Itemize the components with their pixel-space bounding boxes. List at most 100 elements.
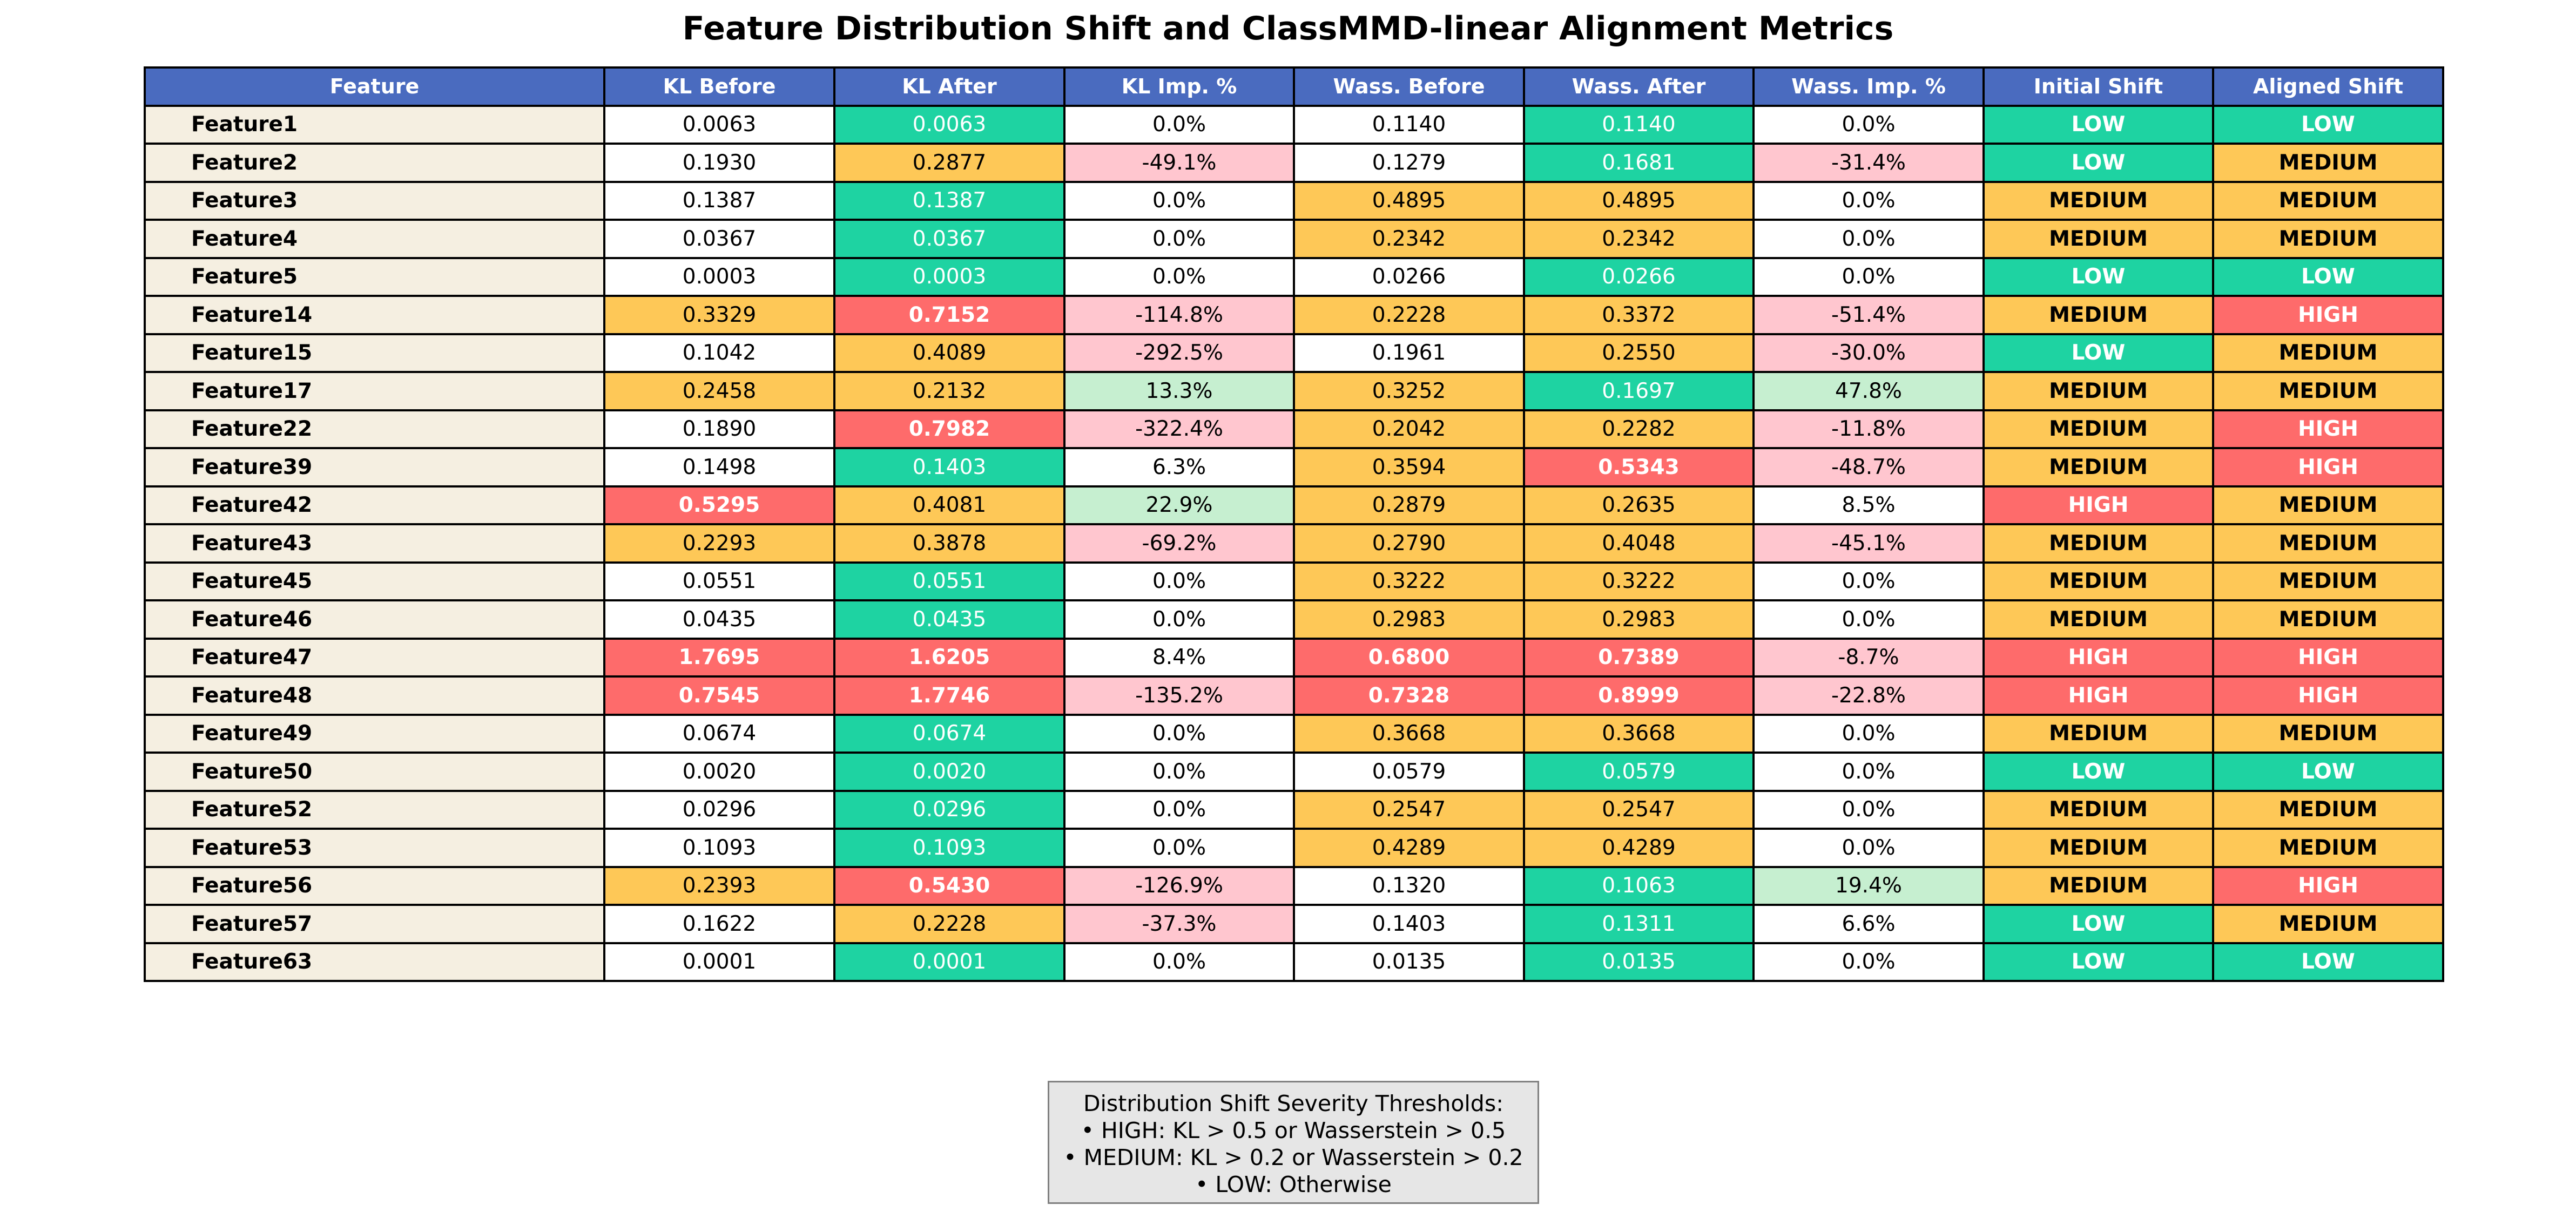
cell-kl-imp: -126.9% bbox=[1063, 865, 1295, 906]
cell-initial-shift: MEDIUM bbox=[1982, 865, 2214, 906]
cell-wass-before: 0.3668 bbox=[1293, 713, 1525, 754]
cell-kl-before: 0.1930 bbox=[603, 143, 835, 183]
cell-aligned-shift: LOW bbox=[2212, 104, 2444, 145]
cell-wass-before: 0.0266 bbox=[1293, 256, 1525, 297]
cell-kl-imp: -49.1% bbox=[1063, 143, 1295, 183]
cell-aligned-shift: MEDIUM bbox=[2212, 904, 2444, 944]
table-row: Feature52 0.0296 0.0296 0.0% 0.2547 0.2547 0.0… bbox=[144, 789, 2444, 830]
cell-wass-after: 0.1311 bbox=[1523, 904, 1755, 944]
table-row: Feature49 0.0674 0.0674 0.0% 0.3668 0.3668 0.0… bbox=[144, 713, 2444, 754]
cell-aligned-shift: HIGH bbox=[2212, 447, 2444, 488]
threshold-low: • LOW: Otherwise bbox=[1195, 1172, 1392, 1197]
cell-kl-imp: 0.0% bbox=[1063, 599, 1295, 640]
cell-aligned-shift: MEDIUM bbox=[2212, 485, 2444, 525]
cell-feature: Feature4 bbox=[144, 219, 605, 259]
cell-kl-after: 0.7982 bbox=[833, 409, 1066, 449]
cell-feature: Feature22 bbox=[144, 409, 605, 449]
cell-aligned-shift: MEDIUM bbox=[2212, 333, 2444, 373]
cell-kl-imp: 0.0% bbox=[1063, 561, 1295, 601]
cell-kl-imp: 0.0% bbox=[1063, 789, 1295, 830]
cell-aligned-shift: MEDIUM bbox=[2212, 143, 2444, 183]
cell-wass-before: 0.4895 bbox=[1293, 180, 1525, 221]
cell-wass-after: 0.2983 bbox=[1523, 599, 1755, 640]
threshold-legend: Distribution Shift Severity Thresholds: … bbox=[1048, 1081, 1539, 1204]
cell-kl-before: 0.0063 bbox=[603, 104, 835, 145]
cell-wass-before: 0.1961 bbox=[1293, 333, 1525, 373]
column-header-kl-after: KL After bbox=[833, 66, 1066, 107]
cell-feature: Feature39 bbox=[144, 447, 605, 488]
cell-aligned-shift: LOW bbox=[2212, 942, 2444, 982]
cell-wass-after: 0.2342 bbox=[1523, 219, 1755, 259]
cell-aligned-shift: HIGH bbox=[2212, 675, 2444, 716]
cell-kl-after: 0.0674 bbox=[833, 713, 1066, 754]
table-row: Feature63 0.0001 0.0001 0.0% 0.0135 0.0135 0.0… bbox=[144, 942, 2444, 982]
table-row: Feature15 0.1042 0.4089 -292.5% 0.1961 0.2550… bbox=[144, 333, 2444, 373]
cell-initial-shift: MEDIUM bbox=[1982, 295, 2214, 335]
cell-aligned-shift: MEDIUM bbox=[2212, 561, 2444, 601]
cell-wass-imp: 0.0% bbox=[1752, 219, 1985, 259]
cell-kl-after: 0.1403 bbox=[833, 447, 1066, 488]
cell-kl-imp: 22.9% bbox=[1063, 485, 1295, 525]
cell-kl-before: 0.5295 bbox=[603, 485, 835, 525]
cell-kl-before: 0.0020 bbox=[603, 752, 835, 792]
cell-wass-imp: 19.4% bbox=[1752, 865, 1985, 906]
cell-feature: Feature1 bbox=[144, 104, 605, 145]
table-row: Feature46 0.0435 0.0435 0.0% 0.2983 0.2983 0.0… bbox=[144, 599, 2444, 640]
threshold-title: Distribution Shift Severity Thresholds: bbox=[1083, 1091, 1504, 1116]
cell-kl-after: 0.5430 bbox=[833, 865, 1066, 906]
cell-wass-imp: -8.7% bbox=[1752, 637, 1985, 678]
cell-wass-after: 0.3222 bbox=[1523, 561, 1755, 601]
column-header-wass-before: Wass. Before bbox=[1293, 66, 1525, 107]
cell-wass-after: 0.2635 bbox=[1523, 485, 1755, 525]
cell-initial-shift: LOW bbox=[1982, 333, 2214, 373]
cell-feature: Feature52 bbox=[144, 789, 605, 830]
cell-wass-before: 0.0579 bbox=[1293, 752, 1525, 792]
cell-wass-before: 0.3594 bbox=[1293, 447, 1525, 488]
table-row: Feature48 0.7545 1.7746 -135.2% 0.7328 0.8999… bbox=[144, 675, 2444, 716]
cell-feature: Feature45 bbox=[144, 561, 605, 601]
cell-initial-shift: MEDIUM bbox=[1982, 828, 2214, 868]
cell-kl-after: 0.2228 bbox=[833, 904, 1066, 944]
cell-initial-shift: MEDIUM bbox=[1982, 789, 2214, 830]
table-row: Feature3 0.1387 0.1387 0.0% 0.4895 0.4895 0.0%… bbox=[144, 180, 2444, 221]
cell-aligned-shift: MEDIUM bbox=[2212, 371, 2444, 411]
cell-wass-before: 0.1140 bbox=[1293, 104, 1525, 145]
cell-wass-before: 0.3252 bbox=[1293, 371, 1525, 411]
table-row: Feature45 0.0551 0.0551 0.0% 0.3222 0.3222 0.0… bbox=[144, 561, 2444, 601]
cell-wass-after: 0.1681 bbox=[1523, 143, 1755, 183]
cell-kl-before: 0.0551 bbox=[603, 561, 835, 601]
cell-wass-after: 0.0579 bbox=[1523, 752, 1755, 792]
cell-wass-imp: 0.0% bbox=[1752, 713, 1985, 754]
cell-initial-shift: MEDIUM bbox=[1982, 371, 2214, 411]
cell-kl-after: 0.0296 bbox=[833, 789, 1066, 830]
cell-feature: Feature5 bbox=[144, 256, 605, 297]
cell-kl-after: 0.0001 bbox=[833, 942, 1066, 982]
table-row: Feature43 0.2293 0.3878 -69.2% 0.2790 0.4048-… bbox=[144, 523, 2444, 564]
cell-kl-imp: 0.0% bbox=[1063, 752, 1295, 792]
page-title: Feature Distribution Shift and ClassMMD-… bbox=[682, 10, 1894, 48]
cell-wass-imp: 6.6% bbox=[1752, 904, 1985, 944]
table-header-row: Feature KL Before KL After KL Imp. % Wass. B… bbox=[144, 66, 2444, 107]
cell-wass-after: 0.2550 bbox=[1523, 333, 1755, 373]
cell-initial-shift: LOW bbox=[1982, 752, 2214, 792]
cell-kl-before: 0.0003 bbox=[603, 256, 835, 297]
cell-initial-shift: MEDIUM bbox=[1982, 599, 2214, 640]
cell-wass-after: 0.1063 bbox=[1523, 865, 1755, 906]
column-header-wass-after: Wass. After bbox=[1523, 66, 1755, 107]
cell-initial-shift: MEDIUM bbox=[1982, 180, 2214, 221]
cell-wass-before: 0.2790 bbox=[1293, 523, 1525, 564]
cell-kl-before: 0.2458 bbox=[603, 371, 835, 411]
cell-feature: Feature46 bbox=[144, 599, 605, 640]
cell-kl-after: 0.0003 bbox=[833, 256, 1066, 297]
table-row: Feature5 0.0003 0.0003 0.0% 0.0266 0.0266 0.0%… bbox=[144, 256, 2444, 297]
cell-aligned-shift: HIGH bbox=[2212, 637, 2444, 678]
cell-wass-after: 0.4048 bbox=[1523, 523, 1755, 564]
threshold-high: • HIGH: KL > 0.5 or Wasserstein > 0.5 bbox=[1081, 1118, 1506, 1143]
table-row: Feature1 0.0063 0.0063 0.0% 0.1140 0.1140 0.0%… bbox=[144, 104, 2444, 145]
table-row: Feature14 0.3329 0.7152 -114.8% 0.2228 0.3372… bbox=[144, 295, 2444, 335]
cell-wass-before: 0.6800 bbox=[1293, 637, 1525, 678]
cell-kl-after: 1.6205 bbox=[833, 637, 1066, 678]
cell-initial-shift: MEDIUM bbox=[1982, 219, 2214, 259]
cell-kl-after: 0.2132 bbox=[833, 371, 1066, 411]
cell-feature: Feature42 bbox=[144, 485, 605, 525]
